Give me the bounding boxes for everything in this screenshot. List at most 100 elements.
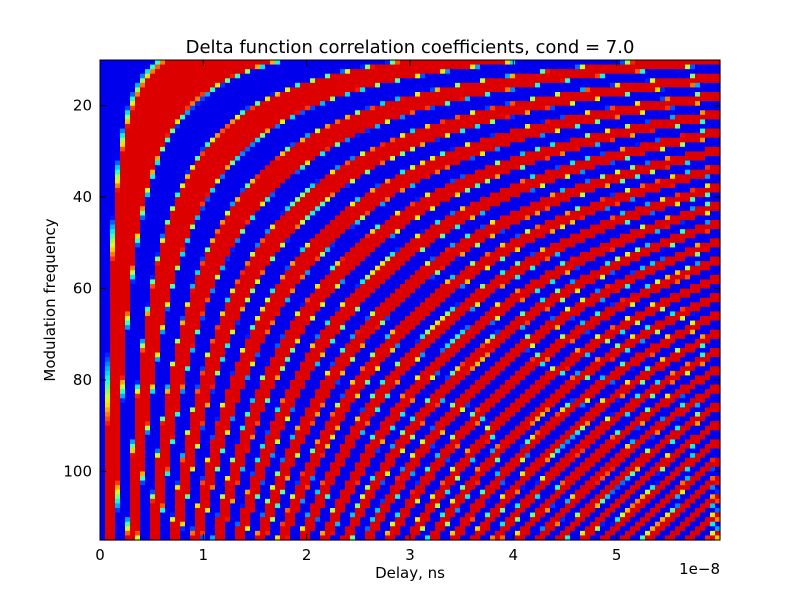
- heatmap-cell: [530, 101, 536, 107]
- heatmap-cell: [710, 96, 716, 102]
- heatmap-cell: [230, 69, 236, 75]
- heatmap-cell: [465, 220, 471, 226]
- heatmap-cell: [345, 92, 351, 98]
- heatmap-cell: [500, 96, 506, 102]
- heatmap-cell: [355, 197, 361, 203]
- heatmap-cell: [255, 192, 261, 198]
- heatmap-cell: [185, 174, 191, 180]
- heatmap-cell: [175, 137, 181, 143]
- heatmap-cell: [700, 229, 706, 235]
- heatmap-cell: [315, 233, 321, 239]
- heatmap-cell: [385, 133, 391, 139]
- heatmap-cell: [535, 92, 541, 98]
- heatmap-cell: [150, 92, 156, 98]
- heatmap-cell: [125, 101, 131, 107]
- heatmap-cell: [410, 206, 416, 212]
- heatmap-cell: [475, 156, 481, 162]
- heatmap-cell: [410, 69, 416, 75]
- heatmap-cell: [190, 105, 196, 111]
- heatmap-cell: [320, 210, 326, 217]
- heatmap-cell: [650, 174, 656, 180]
- heatmap-cell: [325, 215, 331, 221]
- heatmap-cell: [635, 174, 641, 180]
- heatmap-cell: [520, 69, 526, 75]
- heatmap-cell: [385, 60, 391, 66]
- heatmap-cell: [315, 229, 321, 235]
- heatmap-cell: [155, 201, 161, 207]
- heatmap-cell: [275, 64, 281, 70]
- heatmap-cell: [435, 114, 441, 121]
- heatmap-cell: [315, 78, 321, 84]
- heatmap-cell: [115, 156, 121, 162]
- heatmap-cell: [315, 82, 321, 89]
- heatmap-cell: [550, 206, 556, 212]
- heatmap-cell: [340, 174, 346, 180]
- heatmap-cell: [100, 78, 106, 84]
- heatmap-cell: [265, 82, 271, 89]
- heatmap-cell: [655, 165, 661, 171]
- heatmap-cell: [130, 174, 136, 180]
- heatmap-cell: [240, 201, 246, 207]
- heatmap-cell: [550, 238, 556, 244]
- heatmap-cell: [690, 137, 696, 143]
- heatmap-cell: [165, 156, 171, 162]
- heatmap-cell: [680, 201, 686, 207]
- heatmap-cell: [140, 210, 146, 217]
- heatmap-cell: [395, 119, 401, 125]
- heatmap-cell: [345, 238, 351, 244]
- heatmap-cell: [325, 69, 331, 75]
- heatmap-cell: [270, 69, 276, 75]
- heatmap-cell: [190, 151, 196, 157]
- heatmap-cell: [270, 188, 276, 194]
- heatmap-cell: [140, 192, 146, 198]
- heatmap-cell: [345, 133, 351, 139]
- heatmap-cell: [325, 64, 331, 70]
- heatmap-cell: [505, 82, 511, 89]
- heatmap-cell: [150, 133, 156, 139]
- heatmap-cell: [590, 78, 596, 84]
- heatmap-cell: [265, 114, 271, 121]
- heatmap-cell: [620, 69, 626, 75]
- heatmap-cell: [530, 178, 536, 185]
- heatmap-cell: [135, 242, 141, 249]
- heatmap-cell: [520, 137, 526, 143]
- heatmap-cell: [630, 156, 636, 162]
- heatmap-cell: [275, 73, 281, 79]
- heatmap-cell: [265, 78, 271, 84]
- heatmap-cell: [540, 87, 546, 93]
- heatmap-cell: [375, 133, 381, 139]
- heatmap-cell: [180, 210, 186, 217]
- heatmap-cell: [240, 197, 246, 203]
- heatmap-cell: [525, 169, 531, 175]
- heatmap-cell: [480, 105, 486, 111]
- heatmap-cell: [360, 160, 366, 166]
- heatmap-cell: [625, 110, 631, 116]
- heatmap-cell: [670, 73, 676, 79]
- heatmap-cell: [105, 73, 111, 79]
- heatmap-cell: [130, 137, 136, 143]
- heatmap-cell: [445, 197, 451, 203]
- heatmap-cell: [480, 206, 486, 212]
- heatmap-cell: [605, 183, 611, 189]
- heatmap-cell: [340, 101, 346, 107]
- heatmap-cell: [380, 229, 386, 235]
- heatmap-cell: [210, 87, 216, 93]
- heatmap-cell: [415, 178, 421, 185]
- heatmap-cell: [215, 224, 221, 230]
- heatmap-cell: [560, 69, 566, 75]
- heatmap-cell: [170, 124, 176, 130]
- heatmap-cell: [285, 169, 291, 175]
- heatmap-cell: [495, 206, 501, 212]
- heatmap-cell: [300, 64, 306, 70]
- heatmap-cell: [545, 197, 551, 203]
- heatmap-cell: [575, 183, 581, 189]
- heatmap-cell: [480, 178, 486, 185]
- heatmap-cell: [285, 188, 291, 194]
- heatmap-cell: [400, 82, 406, 89]
- heatmap-cell: [590, 60, 596, 66]
- heatmap-cell: [525, 142, 531, 148]
- heatmap-cell: [570, 229, 576, 235]
- heatmap-cell: [405, 114, 411, 121]
- heatmap-cell: [680, 92, 686, 98]
- heatmap-cell: [585, 119, 591, 125]
